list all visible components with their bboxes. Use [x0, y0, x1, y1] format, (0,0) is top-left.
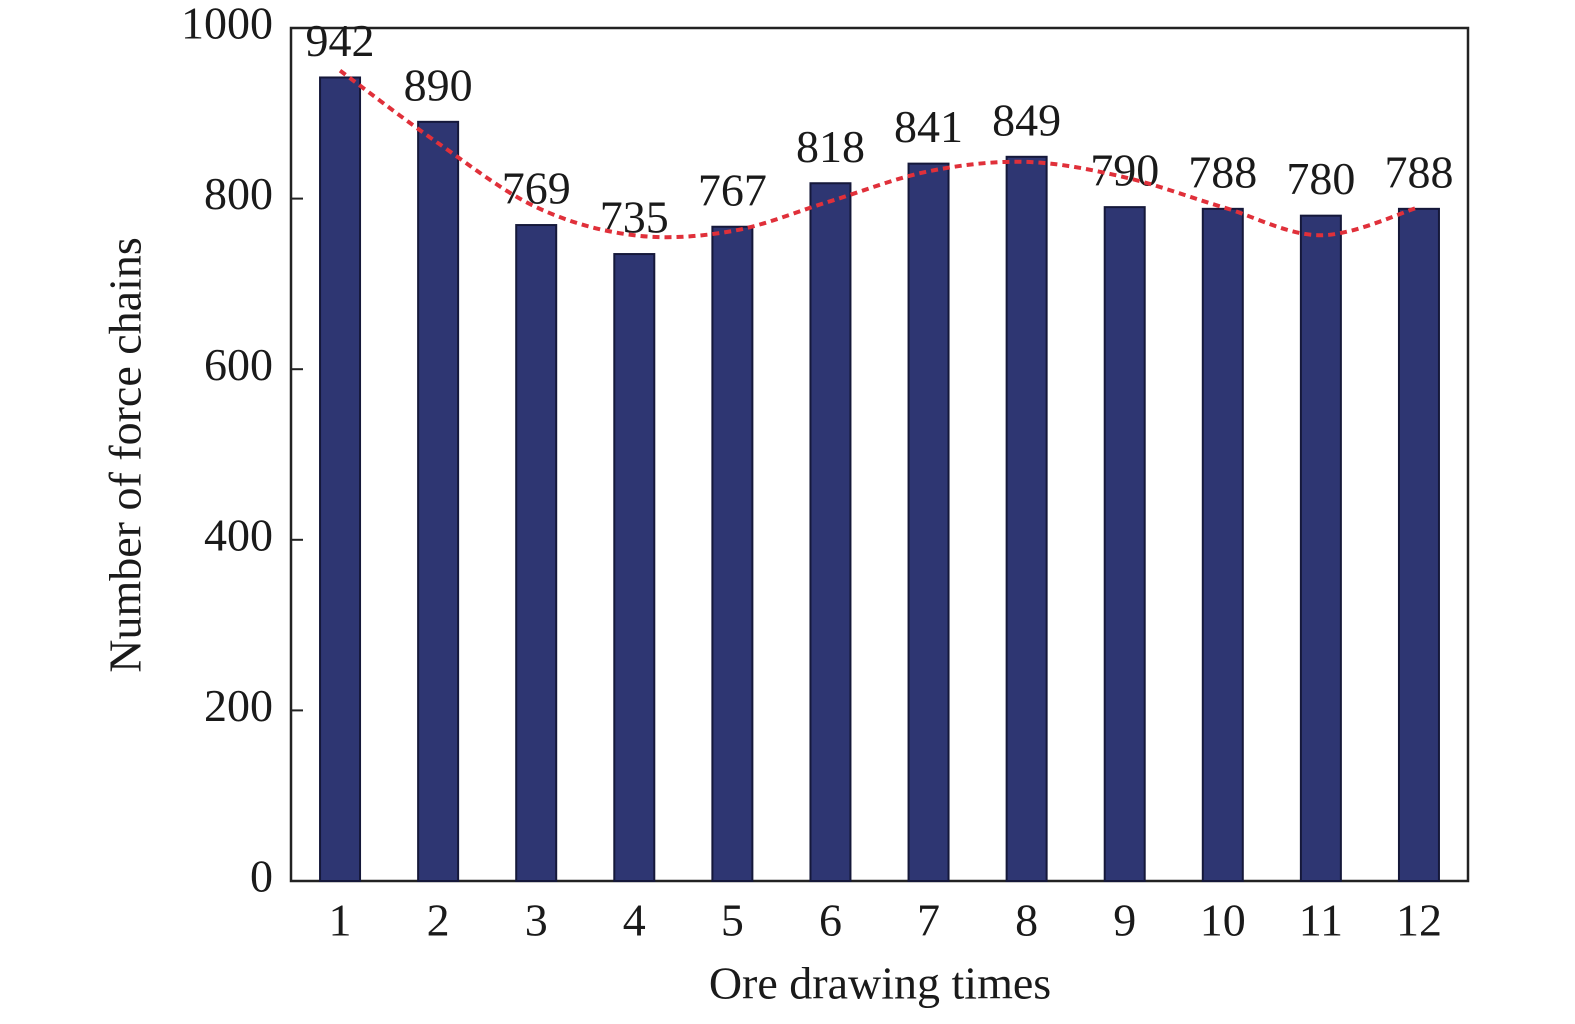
bar [613, 253, 656, 883]
data-label: 849 [992, 94, 1061, 145]
x-tick-label: 12 [1396, 895, 1442, 946]
x-tick-label: 4 [623, 895, 646, 946]
x-tick-label: 7 [917, 895, 940, 946]
data-label: 788 [1384, 146, 1453, 197]
x-tick-label: 3 [525, 895, 548, 946]
bar [1103, 206, 1146, 882]
bar [1201, 207, 1244, 882]
y-tick-label: 800 [204, 168, 273, 219]
x-tick-label: 1 [329, 895, 352, 946]
y-tick-label: 0 [250, 851, 273, 902]
x-tick-label: 10 [1200, 895, 1246, 946]
y-tick-label: 400 [204, 509, 273, 560]
x-tick-label: 11 [1299, 895, 1343, 946]
x-axis-title: Ore drawing times [709, 958, 1051, 1009]
y-tick-label: 200 [204, 680, 273, 731]
bar [809, 182, 852, 883]
bar [319, 76, 362, 882]
trend-line [338, 69, 1420, 240]
data-label: 890 [404, 59, 473, 110]
bar [1005, 155, 1048, 883]
data-label: 767 [698, 164, 767, 215]
x-tick-label: 2 [427, 895, 450, 946]
bar [711, 225, 754, 882]
y-axis-title: Number of force chains [100, 237, 151, 673]
data-label: 942 [306, 15, 375, 66]
x-tick-label: 5 [721, 895, 744, 946]
y-tick-label: 600 [204, 339, 273, 390]
bar [1397, 207, 1440, 882]
bar [1299, 214, 1342, 883]
data-label: 788 [1188, 146, 1257, 197]
x-tick-label: 9 [1113, 895, 1136, 946]
bar [417, 120, 460, 882]
plot-frame [289, 26, 1470, 883]
y-tick-label: 1000 [181, 0, 273, 49]
data-label: 780 [1286, 153, 1355, 204]
data-label: 818 [796, 121, 865, 172]
data-label: 841 [894, 101, 963, 152]
bar [515, 224, 558, 882]
x-tick-label: 6 [819, 895, 842, 946]
x-tick-label: 8 [1015, 895, 1038, 946]
bar [907, 162, 950, 882]
data-label: 769 [502, 163, 571, 214]
